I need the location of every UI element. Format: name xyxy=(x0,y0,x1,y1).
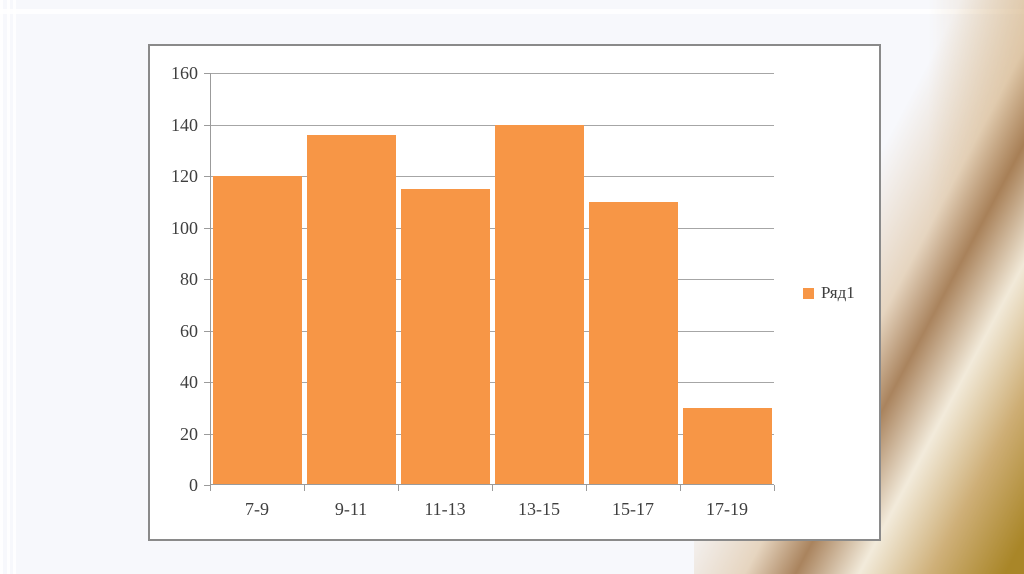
legend-swatch-icon xyxy=(803,287,814,299)
gridline-120 xyxy=(210,176,774,177)
y-axis-label: 40 xyxy=(180,372,198,392)
y-axis-label: 0 xyxy=(189,475,198,495)
legend-label: Ряд1 xyxy=(821,283,855,302)
y-axis-label: 80 xyxy=(180,269,198,289)
gridline-40 xyxy=(210,382,774,383)
x-axis-tick xyxy=(304,485,305,491)
gridline-80 xyxy=(210,279,774,280)
bar-15-17 xyxy=(588,201,678,485)
y-axis-tick xyxy=(204,124,210,126)
x-axis-line xyxy=(210,484,774,485)
x-axis-label: 15-17 xyxy=(612,499,654,519)
y-axis-label: 160 xyxy=(171,63,198,83)
y-axis-tick xyxy=(204,330,210,332)
y-axis-tick xyxy=(204,227,210,229)
gridline-160 xyxy=(210,73,774,74)
x-axis-tick xyxy=(398,485,399,491)
x-axis-label: 11-13 xyxy=(424,499,466,519)
left-stripes-decoration xyxy=(0,0,20,574)
bar-7-9 xyxy=(212,176,302,485)
legend: Ряд1 xyxy=(803,283,855,303)
y-axis-tick xyxy=(204,433,210,435)
y-axis-line xyxy=(210,73,211,485)
y-axis-tick xyxy=(204,279,210,280)
y-axis-label: 120 xyxy=(171,166,198,186)
y-axis-label: 20 xyxy=(180,423,198,444)
y-axis-label: 60 xyxy=(180,320,198,341)
y-axis-tick xyxy=(204,382,210,383)
y-axis-tick xyxy=(204,73,210,74)
x-axis-tick xyxy=(586,485,587,491)
y-axis-tick xyxy=(204,485,210,486)
plot-area: 0 20 40 60 80 100 120 140 160 7-9 9-11 11-13 13-15 15… xyxy=(171,64,775,519)
x-axis-label: 13-15 xyxy=(518,499,560,519)
gridline-60 xyxy=(210,330,774,332)
x-axis-tick xyxy=(680,485,681,491)
y-axis-tick xyxy=(204,176,210,177)
gridline-140 xyxy=(210,124,774,126)
gridline-100 xyxy=(210,227,774,229)
top-stripe-decoration xyxy=(0,9,1024,14)
x-axis-tick xyxy=(492,485,493,491)
x-axis-tick xyxy=(210,485,211,491)
y-axis-label: 100 xyxy=(171,217,198,238)
x-axis-tick xyxy=(774,485,775,491)
x-axis-label: 17-19 xyxy=(706,499,748,519)
chart-frame: 0 20 40 60 80 100 120 140 160 7-9 9-11 11-13 13-15 15… xyxy=(148,44,881,541)
y-axis-label: 140 xyxy=(171,114,198,135)
gridline-20 xyxy=(210,433,774,435)
bar-9-11 xyxy=(306,134,396,485)
bar-11-13 xyxy=(400,188,490,485)
x-axis-label: 9-11 xyxy=(334,499,368,519)
x-axis-label: 7-9 xyxy=(245,499,269,519)
bar-13-15 xyxy=(494,124,584,485)
bar-17-19 xyxy=(682,407,772,485)
